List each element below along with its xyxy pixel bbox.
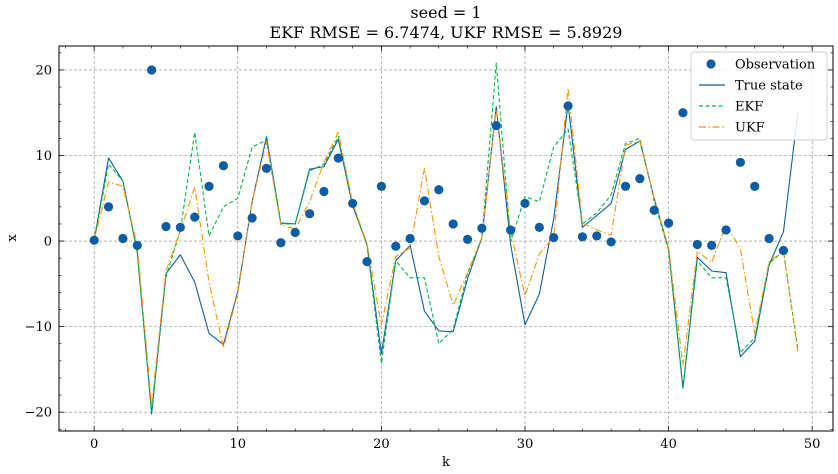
observation-point <box>649 205 659 215</box>
observation-point <box>506 225 516 235</box>
observation-point <box>534 222 544 232</box>
plot-points <box>89 65 789 267</box>
observation-point <box>448 219 458 229</box>
series-line-true-state <box>93 103 799 415</box>
observation-point <box>89 235 99 245</box>
x-tick-label: 0 <box>90 437 98 452</box>
observation-point <box>391 241 401 251</box>
observation-point <box>190 212 200 222</box>
observation-point <box>376 181 386 191</box>
x-tick-label: 30 <box>517 437 534 452</box>
observation-point <box>692 239 702 250</box>
observation-point <box>419 196 430 206</box>
observation-point <box>204 181 214 191</box>
y-tick-label: 10 <box>35 149 52 164</box>
observation-point <box>233 231 243 241</box>
observation-point <box>405 233 415 244</box>
y-tick-label: −10 <box>25 320 52 335</box>
observation-point <box>635 174 645 184</box>
plot-frame <box>58 45 834 432</box>
legend-label-true-state: True state <box>735 79 803 94</box>
observation-point <box>549 233 559 243</box>
observation-point <box>563 101 573 111</box>
observation-point <box>707 240 717 250</box>
observation-point <box>606 237 616 247</box>
observation-point <box>103 202 114 212</box>
observation-point <box>721 225 731 235</box>
observation-point <box>333 153 343 163</box>
observation-point <box>491 120 501 131</box>
observation-point <box>118 233 128 244</box>
observation-point <box>477 223 487 233</box>
observation-point <box>175 222 185 232</box>
legend-marker-observation <box>706 59 716 69</box>
legend-label-observation: Observation <box>735 58 816 73</box>
x-axis-label: k <box>442 455 450 470</box>
plot-lines <box>93 62 799 415</box>
observation-point <box>261 163 272 173</box>
observation-point <box>247 213 257 223</box>
axis-ticks: 0 10 20 30 40 50 −20 −10 0 10 20 <box>25 46 833 452</box>
observation-point <box>132 240 142 250</box>
y-axis-label: x <box>5 234 20 242</box>
chart-subtitle: EKF RMSE = 6.7474, UKF RMSE = 5.8929 <box>270 23 623 42</box>
x-tick-label: 50 <box>804 437 821 452</box>
legend-box <box>690 51 828 141</box>
observation-point <box>750 181 760 191</box>
grid <box>59 46 833 431</box>
legend-label-ukf: UKF <box>735 121 765 136</box>
observation-point <box>218 161 229 171</box>
chart-title: seed = 1 <box>410 3 481 22</box>
series-line-ukf <box>93 87 799 406</box>
observation-point <box>678 108 688 118</box>
observation-point <box>319 186 329 197</box>
observation-point <box>462 234 473 244</box>
observation-point <box>778 245 789 256</box>
observation-point <box>620 181 631 191</box>
y-tick-label: 20 <box>35 63 52 78</box>
observation-point <box>362 257 372 267</box>
observation-point <box>147 65 157 75</box>
observation-point <box>434 185 444 195</box>
x-tick-label: 40 <box>660 437 677 452</box>
observation-point <box>161 221 171 232</box>
series-line-ekf <box>93 62 799 413</box>
observation-point <box>592 231 602 241</box>
observation-point <box>663 218 674 228</box>
observation-point <box>348 198 358 209</box>
observation-point <box>735 157 745 167</box>
y-tick-label: 0 <box>44 235 52 250</box>
observation-point <box>290 227 300 238</box>
x-tick-label: 10 <box>230 437 247 452</box>
observation-point <box>304 209 315 219</box>
observation-point <box>520 198 530 209</box>
observation-point <box>577 232 588 242</box>
legend-label-ekf: EKF <box>735 100 763 115</box>
observation-point <box>764 233 774 244</box>
x-tick-label: 20 <box>373 437 390 452</box>
y-tick-label: −20 <box>25 406 52 421</box>
observation-point <box>276 238 286 248</box>
legend: Observation True state EKF UKF <box>690 51 828 141</box>
